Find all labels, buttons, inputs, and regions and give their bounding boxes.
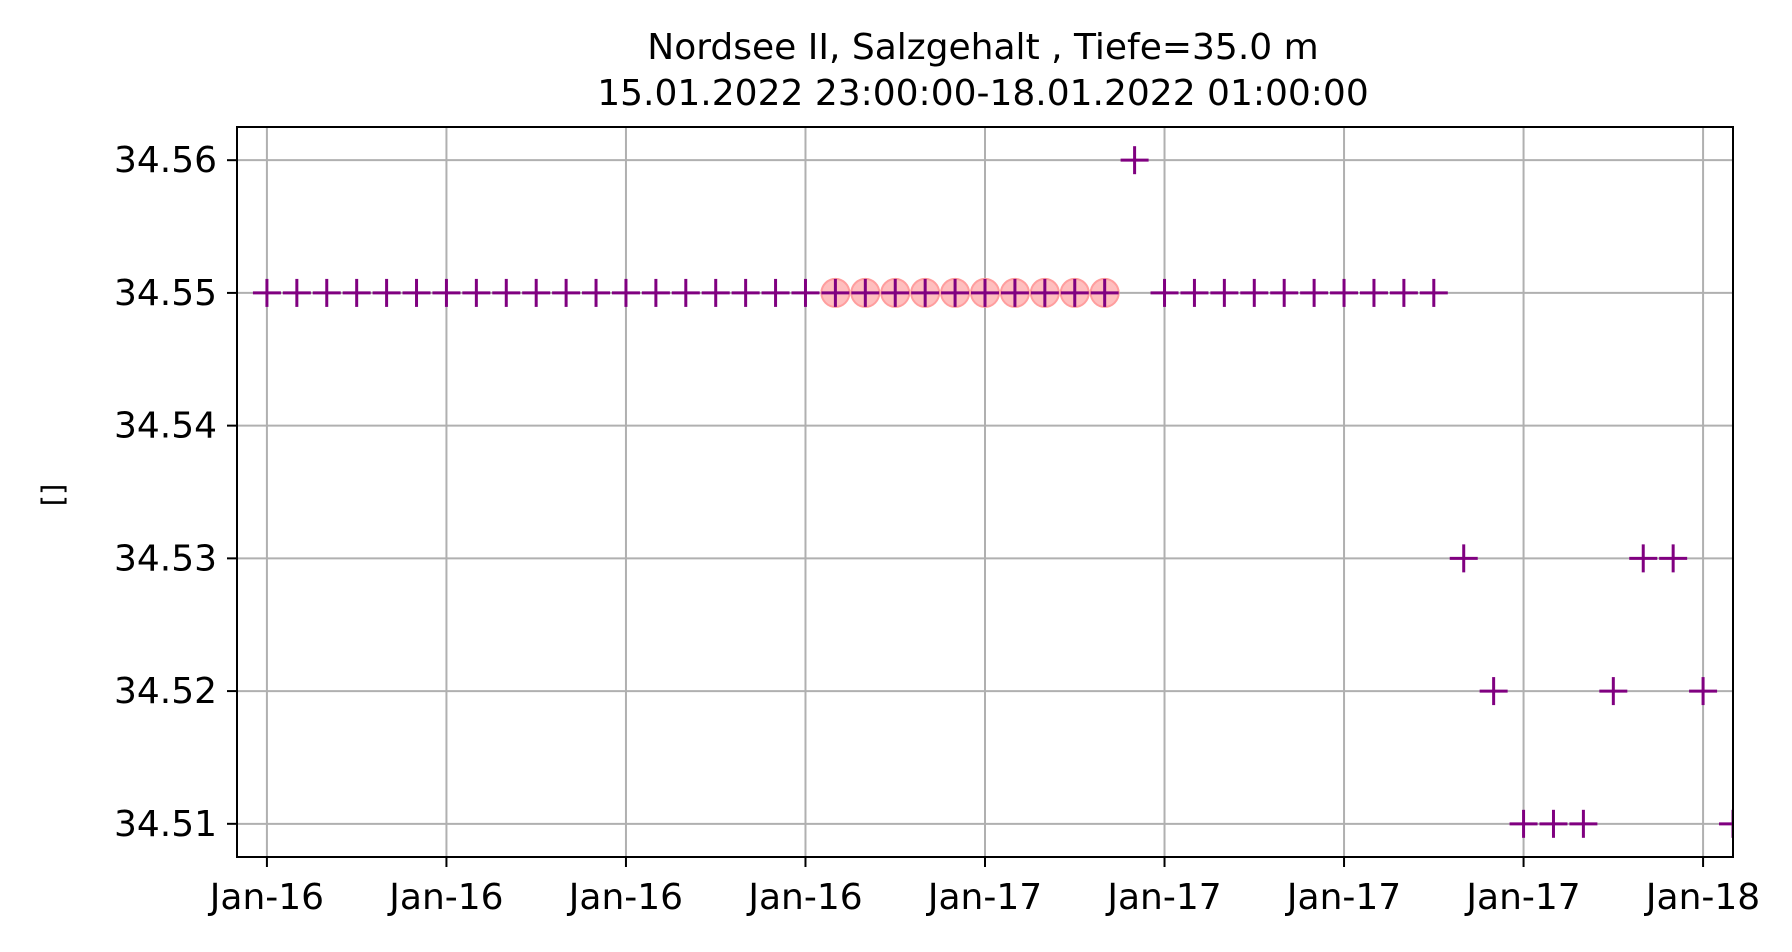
y-axis-label: [] xyxy=(36,484,70,507)
y-tick-label: 34.51 xyxy=(114,804,217,845)
plus-marker xyxy=(1449,544,1478,573)
plus-marker xyxy=(641,278,670,307)
plus-marker xyxy=(582,278,611,307)
plus-marker xyxy=(701,278,730,307)
plus-marker xyxy=(1539,809,1568,838)
plus-marker xyxy=(1180,278,1209,307)
plus-marker xyxy=(432,278,461,307)
y-tick-label: 34.55 xyxy=(114,273,217,314)
plus-marker xyxy=(821,278,850,307)
plus-marker xyxy=(1240,278,1269,307)
axes: Jan-16 Jan-16 Jan-16 Jan-16 Jan-17 Jan-17 Jan-… xyxy=(114,140,1760,918)
plus-marker xyxy=(911,278,940,307)
plus-marker xyxy=(731,278,760,307)
plus-marker xyxy=(941,278,970,307)
plus-marker xyxy=(1330,278,1359,307)
plus-marker xyxy=(761,278,790,307)
x-tick-label: Jan-16 xyxy=(208,877,324,918)
y-tick-label: 34.54 xyxy=(114,406,217,447)
x-tick-label: Jan-18 xyxy=(1644,877,1760,918)
plus-marker xyxy=(881,278,910,307)
plus-marker xyxy=(1599,677,1628,706)
y-tick-label: 34.53 xyxy=(114,538,217,579)
chart-title: Nordsee II, Salzgehalt , Tiefe=35.0 m xyxy=(647,27,1318,68)
plus-marker xyxy=(402,278,431,307)
plus-marker xyxy=(851,278,880,307)
x-tick-label: Jan-17 xyxy=(1464,877,1580,918)
plus-marker xyxy=(1060,278,1089,307)
plus-marker xyxy=(1270,278,1299,307)
plus-marker xyxy=(1000,278,1029,307)
plus-marker xyxy=(611,278,640,307)
plus-marker xyxy=(1569,809,1598,838)
plus-marker xyxy=(791,278,820,307)
plus-marker xyxy=(1030,278,1059,307)
plus-marker xyxy=(522,278,551,307)
y-tick-label: 34.56 xyxy=(114,140,217,181)
plus-marker xyxy=(1689,677,1718,706)
plus-marker xyxy=(1509,809,1538,838)
plus-marker xyxy=(1150,278,1179,307)
plus-marker xyxy=(492,278,521,307)
x-tick-label: Jan-16 xyxy=(567,877,683,918)
plus-marker xyxy=(971,278,999,307)
plus-marker xyxy=(1090,278,1119,307)
x-tick-label: Jan-16 xyxy=(387,877,503,918)
plus-marker xyxy=(1479,677,1508,706)
data-marks xyxy=(252,146,1733,838)
plus-marker xyxy=(552,278,581,307)
plus-marker xyxy=(1300,278,1329,307)
plus-marker xyxy=(1629,544,1658,573)
y-tick-label: 34.52 xyxy=(114,671,217,712)
x-tick-label: Jan-16 xyxy=(746,877,862,918)
plus-marker xyxy=(1389,278,1418,307)
plus-marker xyxy=(312,278,341,307)
plus-marker xyxy=(252,278,281,307)
plus-marker xyxy=(1210,278,1239,307)
plus-marker xyxy=(1419,278,1448,307)
plus-marker xyxy=(671,278,700,307)
plus-marker xyxy=(372,278,401,307)
plus-marker xyxy=(342,278,371,307)
chart-subtitle: 15.01.2022 23:00:00-18.01.2022 01:00:00 xyxy=(597,73,1369,114)
x-tick-label: Jan-17 xyxy=(1285,877,1401,918)
plus-marker xyxy=(1359,278,1388,307)
plus-marker xyxy=(1719,809,1733,838)
x-tick-label: Jan-17 xyxy=(926,877,1042,918)
plus-marker xyxy=(282,278,311,307)
plus-marker xyxy=(1659,544,1688,573)
plus-marker xyxy=(462,278,491,307)
plus-marker xyxy=(1120,146,1149,175)
x-tick-label: Jan-17 xyxy=(1105,877,1221,918)
